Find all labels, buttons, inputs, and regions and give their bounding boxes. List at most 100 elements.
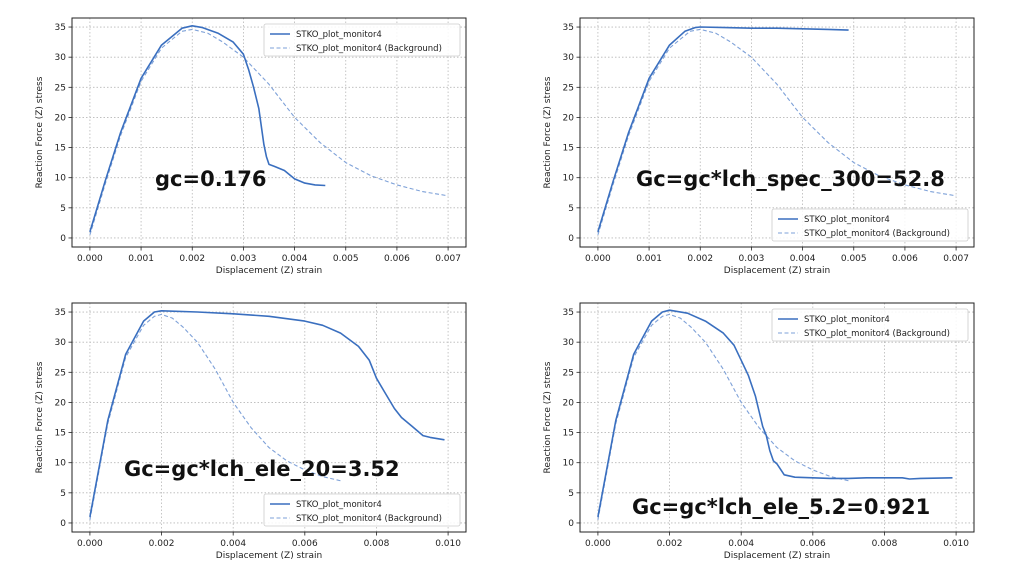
y-tick-label: 25 <box>563 83 574 93</box>
x-tick-label: 0.010 <box>943 539 969 549</box>
annotation-text: Gc=gc*lch_spec_300=52.8 <box>636 167 945 191</box>
series-line-main <box>89 24 326 233</box>
legend-box <box>771 308 969 342</box>
y-tick-label: 5 <box>568 489 574 499</box>
y-tick-label: 0 <box>60 234 66 244</box>
legend-label: STKO_plot_monitor4 (Background) <box>804 229 950 239</box>
x-tick-label: 0.006 <box>800 539 826 549</box>
x-tick-label: 0.004 <box>282 254 308 264</box>
x-tick-label: 0.002 <box>687 254 713 264</box>
legend-label: STKO_plot_monitor4 <box>804 315 890 325</box>
x-tick-label: 0.006 <box>292 539 318 549</box>
y-tick-label: 0 <box>568 234 574 244</box>
series-line-main <box>89 309 445 518</box>
y-tick-label: 30 <box>563 338 575 348</box>
y-tick-label: 0 <box>60 519 66 529</box>
x-tick-label: 0.003 <box>739 254 765 264</box>
series-line-main <box>597 26 849 233</box>
y-axis-title: Reaction Force (Z) stress <box>35 361 45 473</box>
series-line-background <box>597 313 849 521</box>
y-tick-label: 35 <box>563 23 574 33</box>
x-tick-label: 0.000 <box>77 254 103 264</box>
x-axis-title: Displacement (Z) strain <box>724 551 830 561</box>
x-tick-label: 0.000 <box>585 254 611 264</box>
y-tick-label: 35 <box>55 308 66 318</box>
plot-frame <box>579 17 975 248</box>
legend-label: STKO_plot_monitor4 <box>296 500 382 510</box>
x-tick-label: 0.005 <box>333 254 359 264</box>
legend-label: STKO_plot_monitor4 (Background) <box>296 44 442 54</box>
series-line-background <box>597 28 957 236</box>
y-tick-label: 10 <box>563 459 575 469</box>
y-tick-label: 20 <box>563 113 575 123</box>
x-tick-label: 0.002 <box>179 254 205 264</box>
y-tick-label: 10 <box>55 174 67 184</box>
x-tick-label: 0.006 <box>384 254 410 264</box>
series-line-background <box>89 313 341 521</box>
legend-label: STKO_plot_monitor4 <box>804 215 890 225</box>
plot-frame <box>71 302 467 533</box>
legend-box <box>771 208 969 242</box>
y-tick-label: 15 <box>55 429 66 439</box>
x-tick-label: 0.000 <box>585 539 611 549</box>
x-tick-label: 0.005 <box>841 254 867 264</box>
legend-box <box>263 493 461 527</box>
y-tick-label: 35 <box>563 308 574 318</box>
annotation-text: Gc=gc*lch_ele_5.2=0.921 <box>632 495 930 519</box>
x-axis-title: Displacement (Z) strain <box>216 551 322 561</box>
y-tick-label: 15 <box>55 144 66 154</box>
x-tick-label: 0.001 <box>636 254 662 264</box>
chart-panel-3: 0.000 0.002 0.004 0.006 0.008 0.010 0 5 10 15 20 25… <box>35 302 467 561</box>
x-tick-label: 0.008 <box>364 539 390 549</box>
x-axis-title: Displacement (Z) strain <box>216 266 322 276</box>
series-line-background <box>89 28 449 236</box>
chart-panel-4: 0.000 0.002 0.004 0.006 0.008 0.010 0 5 10 15 20 25… <box>543 302 975 561</box>
legend-box <box>263 23 461 57</box>
y-axis-title: Reaction Force (Z) stress <box>35 76 45 188</box>
x-tick-label: 0.004 <box>728 539 754 549</box>
x-tick-label: 0.004 <box>790 254 816 264</box>
y-tick-label: 15 <box>563 429 574 439</box>
y-tick-label: 10 <box>563 174 575 184</box>
legend-label: STKO_plot_monitor4 <box>296 30 382 40</box>
y-tick-label: 5 <box>60 204 66 214</box>
y-tick-label: 35 <box>55 23 66 33</box>
y-tick-label: 25 <box>55 368 66 378</box>
y-tick-label: 20 <box>55 398 67 408</box>
y-tick-label: 0 <box>568 519 574 529</box>
x-tick-label: 0.002 <box>149 539 175 549</box>
annotation-text: gc=0.176 <box>155 167 267 191</box>
legend-label: STKO_plot_monitor4 (Background) <box>296 514 442 524</box>
x-tick-label: 0.000 <box>77 539 103 549</box>
y-tick-label: 20 <box>55 113 67 123</box>
x-tick-label: 0.008 <box>872 539 898 549</box>
x-axis-title: Displacement (Z) strain <box>724 266 830 276</box>
y-tick-label: 15 <box>563 144 574 154</box>
x-tick-label: 0.007 <box>943 254 969 264</box>
plot-frame <box>71 17 467 248</box>
legend: STKO_plot_monitor4 STKO_plot_monitor4 (Ba… <box>263 23 461 57</box>
x-tick-label: 0.006 <box>892 254 918 264</box>
x-tick-label: 0.003 <box>231 254 257 264</box>
x-tick-label: 0.010 <box>435 539 461 549</box>
y-tick-label: 10 <box>55 459 67 469</box>
x-tick-label: 0.001 <box>128 254 154 264</box>
plot-frame <box>579 302 975 533</box>
x-tick-label: 0.007 <box>435 254 461 264</box>
chart-panel-1: 0.000 0.001 0.002 0.003 0.004 0.005 0.006 0.007… <box>35 17 467 276</box>
y-tick-label: 5 <box>568 204 574 214</box>
y-tick-label: 25 <box>55 83 66 93</box>
legend: STKO_plot_monitor4 STKO_plot_monitor4 (Ba… <box>771 208 969 242</box>
y-tick-label: 20 <box>563 398 575 408</box>
y-tick-label: 5 <box>60 489 66 499</box>
y-tick-label: 30 <box>55 53 67 63</box>
y-axis-title: Reaction Force (Z) stress <box>543 361 553 473</box>
y-tick-label: 30 <box>55 338 67 348</box>
annotation-text: Gc=gc*lch_ele_20=3.52 <box>124 457 400 481</box>
y-tick-label: 25 <box>563 368 574 378</box>
x-tick-label: 0.004 <box>220 539 246 549</box>
legend: STKO_plot_monitor4 STKO_plot_monitor4 (Ba… <box>263 493 461 527</box>
legend-label: STKO_plot_monitor4 (Background) <box>804 329 950 339</box>
y-tick-label: 30 <box>563 53 575 63</box>
